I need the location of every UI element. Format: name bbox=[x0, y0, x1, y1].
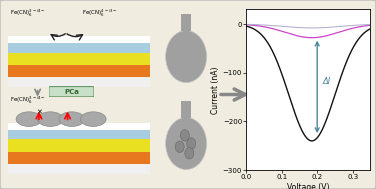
Text: ΔI: ΔI bbox=[323, 77, 331, 87]
Circle shape bbox=[80, 112, 106, 126]
Bar bbox=[8, 53, 150, 65]
Bar bbox=[181, 14, 191, 31]
Y-axis label: Current (nA): Current (nA) bbox=[211, 66, 220, 114]
Circle shape bbox=[59, 112, 85, 126]
Text: Fe(CN)$_6^{4-/3-}$: Fe(CN)$_6^{4-/3-}$ bbox=[82, 8, 117, 19]
Bar bbox=[8, 152, 150, 164]
Circle shape bbox=[187, 138, 196, 149]
X-axis label: Voltage (V): Voltage (V) bbox=[287, 183, 330, 189]
Bar bbox=[8, 36, 150, 43]
Bar bbox=[8, 139, 150, 152]
Bar bbox=[8, 43, 150, 53]
Bar bbox=[8, 164, 150, 174]
Circle shape bbox=[16, 112, 42, 126]
Text: ✕: ✕ bbox=[36, 110, 42, 116]
Bar bbox=[8, 123, 150, 130]
Circle shape bbox=[166, 31, 206, 83]
Text: PCa: PCa bbox=[64, 89, 79, 95]
Circle shape bbox=[38, 112, 63, 126]
Circle shape bbox=[185, 148, 194, 159]
Bar bbox=[181, 101, 191, 118]
Bar bbox=[8, 77, 150, 87]
Circle shape bbox=[180, 130, 189, 141]
Bar bbox=[8, 65, 150, 77]
Circle shape bbox=[166, 118, 206, 170]
FancyBboxPatch shape bbox=[49, 87, 94, 97]
Text: Fe(CN)$_6^{3-/4-}$: Fe(CN)$_6^{3-/4-}$ bbox=[11, 8, 46, 19]
Bar bbox=[8, 130, 150, 139]
Circle shape bbox=[175, 141, 184, 153]
Text: Fe(CN)$_6^{3-/4-}$: Fe(CN)$_6^{3-/4-}$ bbox=[11, 95, 46, 106]
